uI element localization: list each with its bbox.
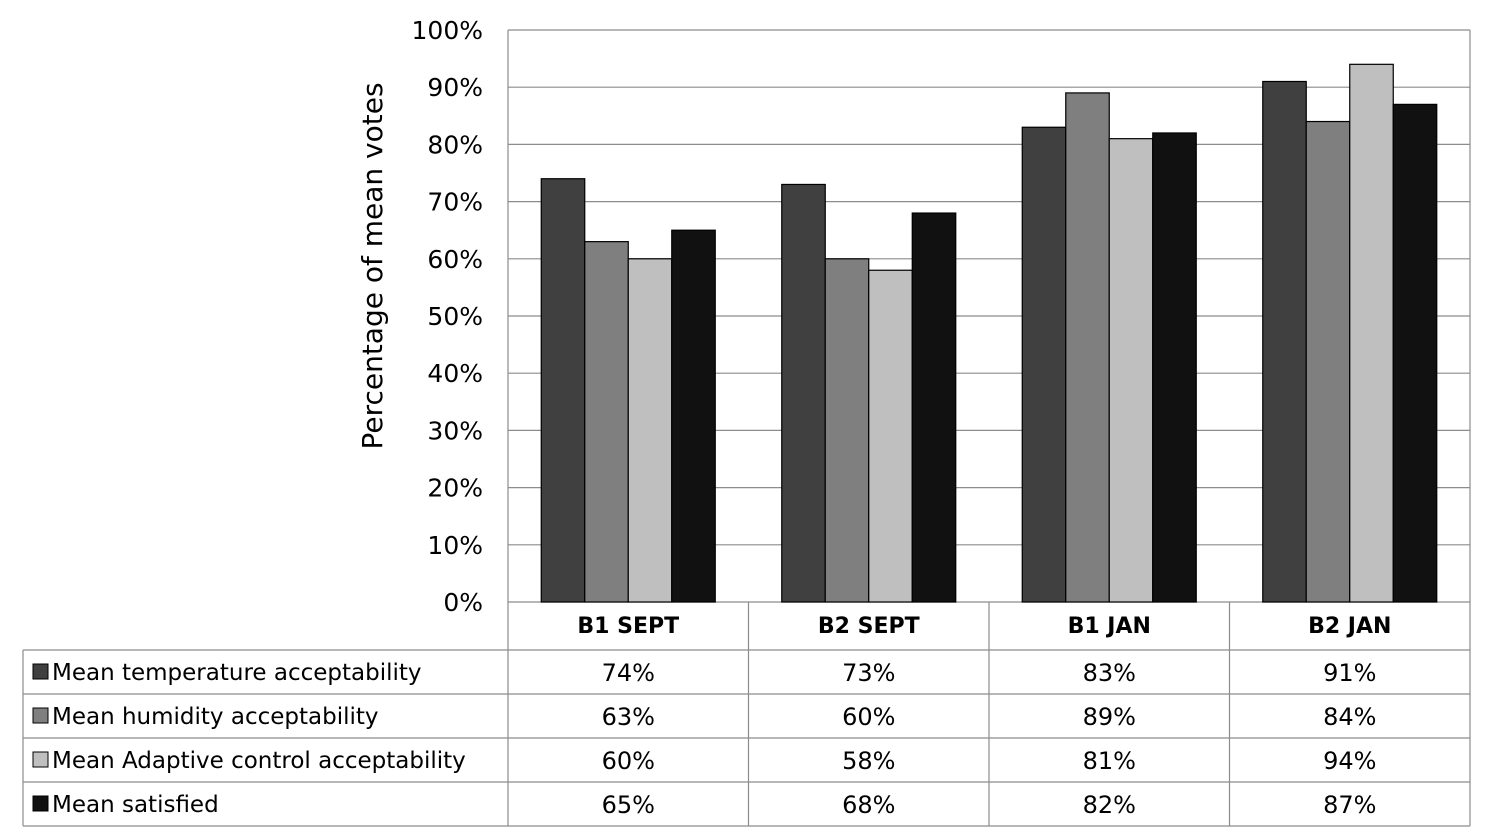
y-tick-label: 50% — [427, 302, 483, 331]
y-tick-label: 40% — [427, 359, 483, 388]
x-category-label: B1 JAN — [1068, 614, 1151, 639]
bar — [1262, 80, 1307, 603]
bar — [824, 258, 870, 603]
y-tick-label: 80% — [427, 130, 483, 159]
data-label: 87% — [1323, 791, 1376, 819]
data-label: 68% — [842, 791, 895, 819]
data-label: 58% — [842, 747, 895, 775]
legend-key — [32, 663, 49, 680]
series-name: Mean Adaptive control acceptability — [52, 748, 466, 774]
y-tick-label: 70% — [427, 188, 483, 217]
bar — [1152, 132, 1197, 603]
series-name: Mean temperature acceptability — [52, 660, 422, 686]
y-tick-label: 60% — [427, 245, 483, 274]
y-tick-label: 30% — [427, 416, 483, 445]
y-tick-label: 20% — [427, 474, 483, 503]
data-label: 60% — [602, 747, 655, 775]
bar — [627, 258, 673, 603]
data-label: 89% — [1083, 703, 1136, 731]
data-label: 94% — [1323, 747, 1376, 775]
y-axis-label: Percentage of mean votes — [356, 82, 389, 449]
x-category-label: B2 SEPT — [818, 614, 920, 639]
bar — [540, 178, 586, 603]
bar — [868, 269, 913, 603]
data-table: B1 SEPT B2 SEPT B1 JAN B2 JAN Mean temperatu… — [22, 602, 1471, 827]
data-label: 65% — [602, 791, 655, 819]
data-label: 83% — [1083, 659, 1136, 687]
data-label: 60% — [842, 703, 895, 731]
legend-key — [32, 751, 49, 768]
y-tick-label: 100% — [412, 16, 483, 45]
bar — [1392, 103, 1438, 603]
y-tick-label: 90% — [427, 73, 483, 102]
bar — [1305, 120, 1351, 603]
x-category-label: B2 JAN — [1308, 614, 1391, 639]
data-label: 73% — [842, 659, 895, 687]
bar — [781, 183, 826, 603]
y-tick-label: 0% — [443, 588, 483, 617]
bar — [1065, 92, 1110, 603]
bar — [584, 241, 629, 603]
legend-key — [32, 795, 49, 812]
bars — [540, 63, 1438, 603]
data-label: 81% — [1083, 747, 1136, 775]
bar — [1349, 63, 1394, 603]
bar — [1021, 126, 1067, 603]
y-axis-ticks: 0% 10% 20% 30% 40% 50% 60% 70% 80% 90% 100% — [412, 16, 483, 617]
data-label: 84% — [1323, 703, 1376, 731]
series-name: Mean humidity acceptability — [52, 704, 379, 730]
series-name: Mean satisfied — [52, 792, 219, 818]
legend-key — [32, 707, 49, 724]
data-label: 91% — [1323, 659, 1376, 687]
bar — [1108, 138, 1154, 603]
bar — [911, 212, 957, 603]
data-label: 74% — [602, 659, 655, 687]
data-label: 82% — [1083, 791, 1136, 819]
bar — [671, 229, 716, 603]
data-label: 63% — [602, 703, 655, 731]
y-tick-label: 10% — [427, 531, 483, 560]
x-category-label: B1 SEPT — [577, 614, 679, 639]
